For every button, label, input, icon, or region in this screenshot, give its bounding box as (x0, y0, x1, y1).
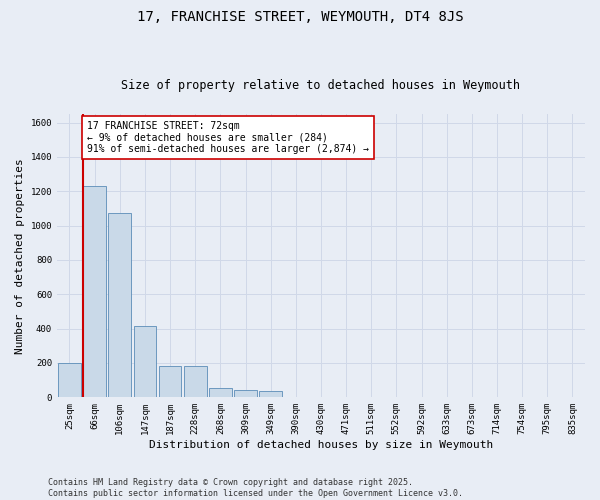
Bar (159, 366, 181, 398)
Bar (259, 392, 282, 398)
X-axis label: Distribution of detached houses by size in Weymouth: Distribution of detached houses by size … (149, 440, 493, 450)
Bar (209, 388, 232, 398)
Text: 17, FRANCHISE STREET, WEYMOUTH, DT4 8JS: 17, FRANCHISE STREET, WEYMOUTH, DT4 8JS (137, 10, 463, 24)
Title: Size of property relative to detached houses in Weymouth: Size of property relative to detached ho… (121, 79, 520, 92)
Bar (109, 212, 131, 398)
Bar (134, 326, 156, 398)
Bar (58, 363, 81, 398)
Text: 17 FRANCHISE STREET: 72sqm
← 9% of detached houses are smaller (284)
91% of semi: 17 FRANCHISE STREET: 72sqm ← 9% of detac… (87, 121, 369, 154)
Bar (83, 186, 106, 398)
Bar (184, 366, 206, 398)
Bar (234, 390, 257, 398)
Text: Contains HM Land Registry data © Crown copyright and database right 2025.
Contai: Contains HM Land Registry data © Crown c… (48, 478, 463, 498)
Y-axis label: Number of detached properties: Number of detached properties (15, 158, 25, 354)
